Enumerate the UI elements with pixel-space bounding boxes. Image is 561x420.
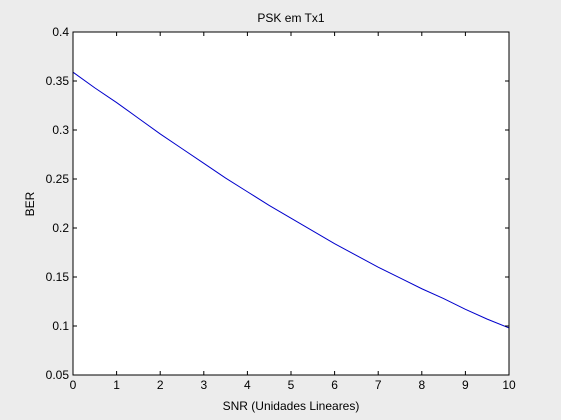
series-line <box>72 71 510 329</box>
y-tick-label: 0.15 <box>46 270 70 284</box>
y-tick-label: 0.3 <box>52 123 69 137</box>
series-layer <box>72 71 510 329</box>
y-tick-label: 0.35 <box>46 74 70 88</box>
x-tick-label: 8 <box>418 378 425 392</box>
x-tick-label: 1 <box>113 378 120 392</box>
plot-area <box>73 32 509 375</box>
x-tick-label: 6 <box>331 378 338 392</box>
x-tick-label: 3 <box>200 378 207 392</box>
x-tick-label: 2 <box>157 378 164 392</box>
x-tick-label: 7 <box>375 378 382 392</box>
y-tick-label: 0.2 <box>52 221 69 235</box>
ticks-layer: 0 1 2 3 4 5 6 7 8 9 10 0.05 0.1 0.15 0.2 0.25 0.3 0.35 0.4 <box>46 25 516 392</box>
y-axis-label: BER <box>23 191 37 216</box>
chart-title: PSK em Tx1 <box>257 11 324 25</box>
x-axis-label: SNR (Unidades Lineares) <box>223 399 360 413</box>
x-tick-label: 4 <box>244 378 251 392</box>
x-tick-label: 10 <box>502 378 516 392</box>
x-tick-label: 0 <box>70 378 77 392</box>
y-tick-label: 0.1 <box>52 319 69 333</box>
x-tick-label: 9 <box>462 378 469 392</box>
y-tick-label: 0.05 <box>46 368 70 382</box>
y-tick-label: 0.25 <box>46 172 70 186</box>
y-tick-label: 0.4 <box>52 25 69 39</box>
x-tick-label: 5 <box>288 378 295 392</box>
